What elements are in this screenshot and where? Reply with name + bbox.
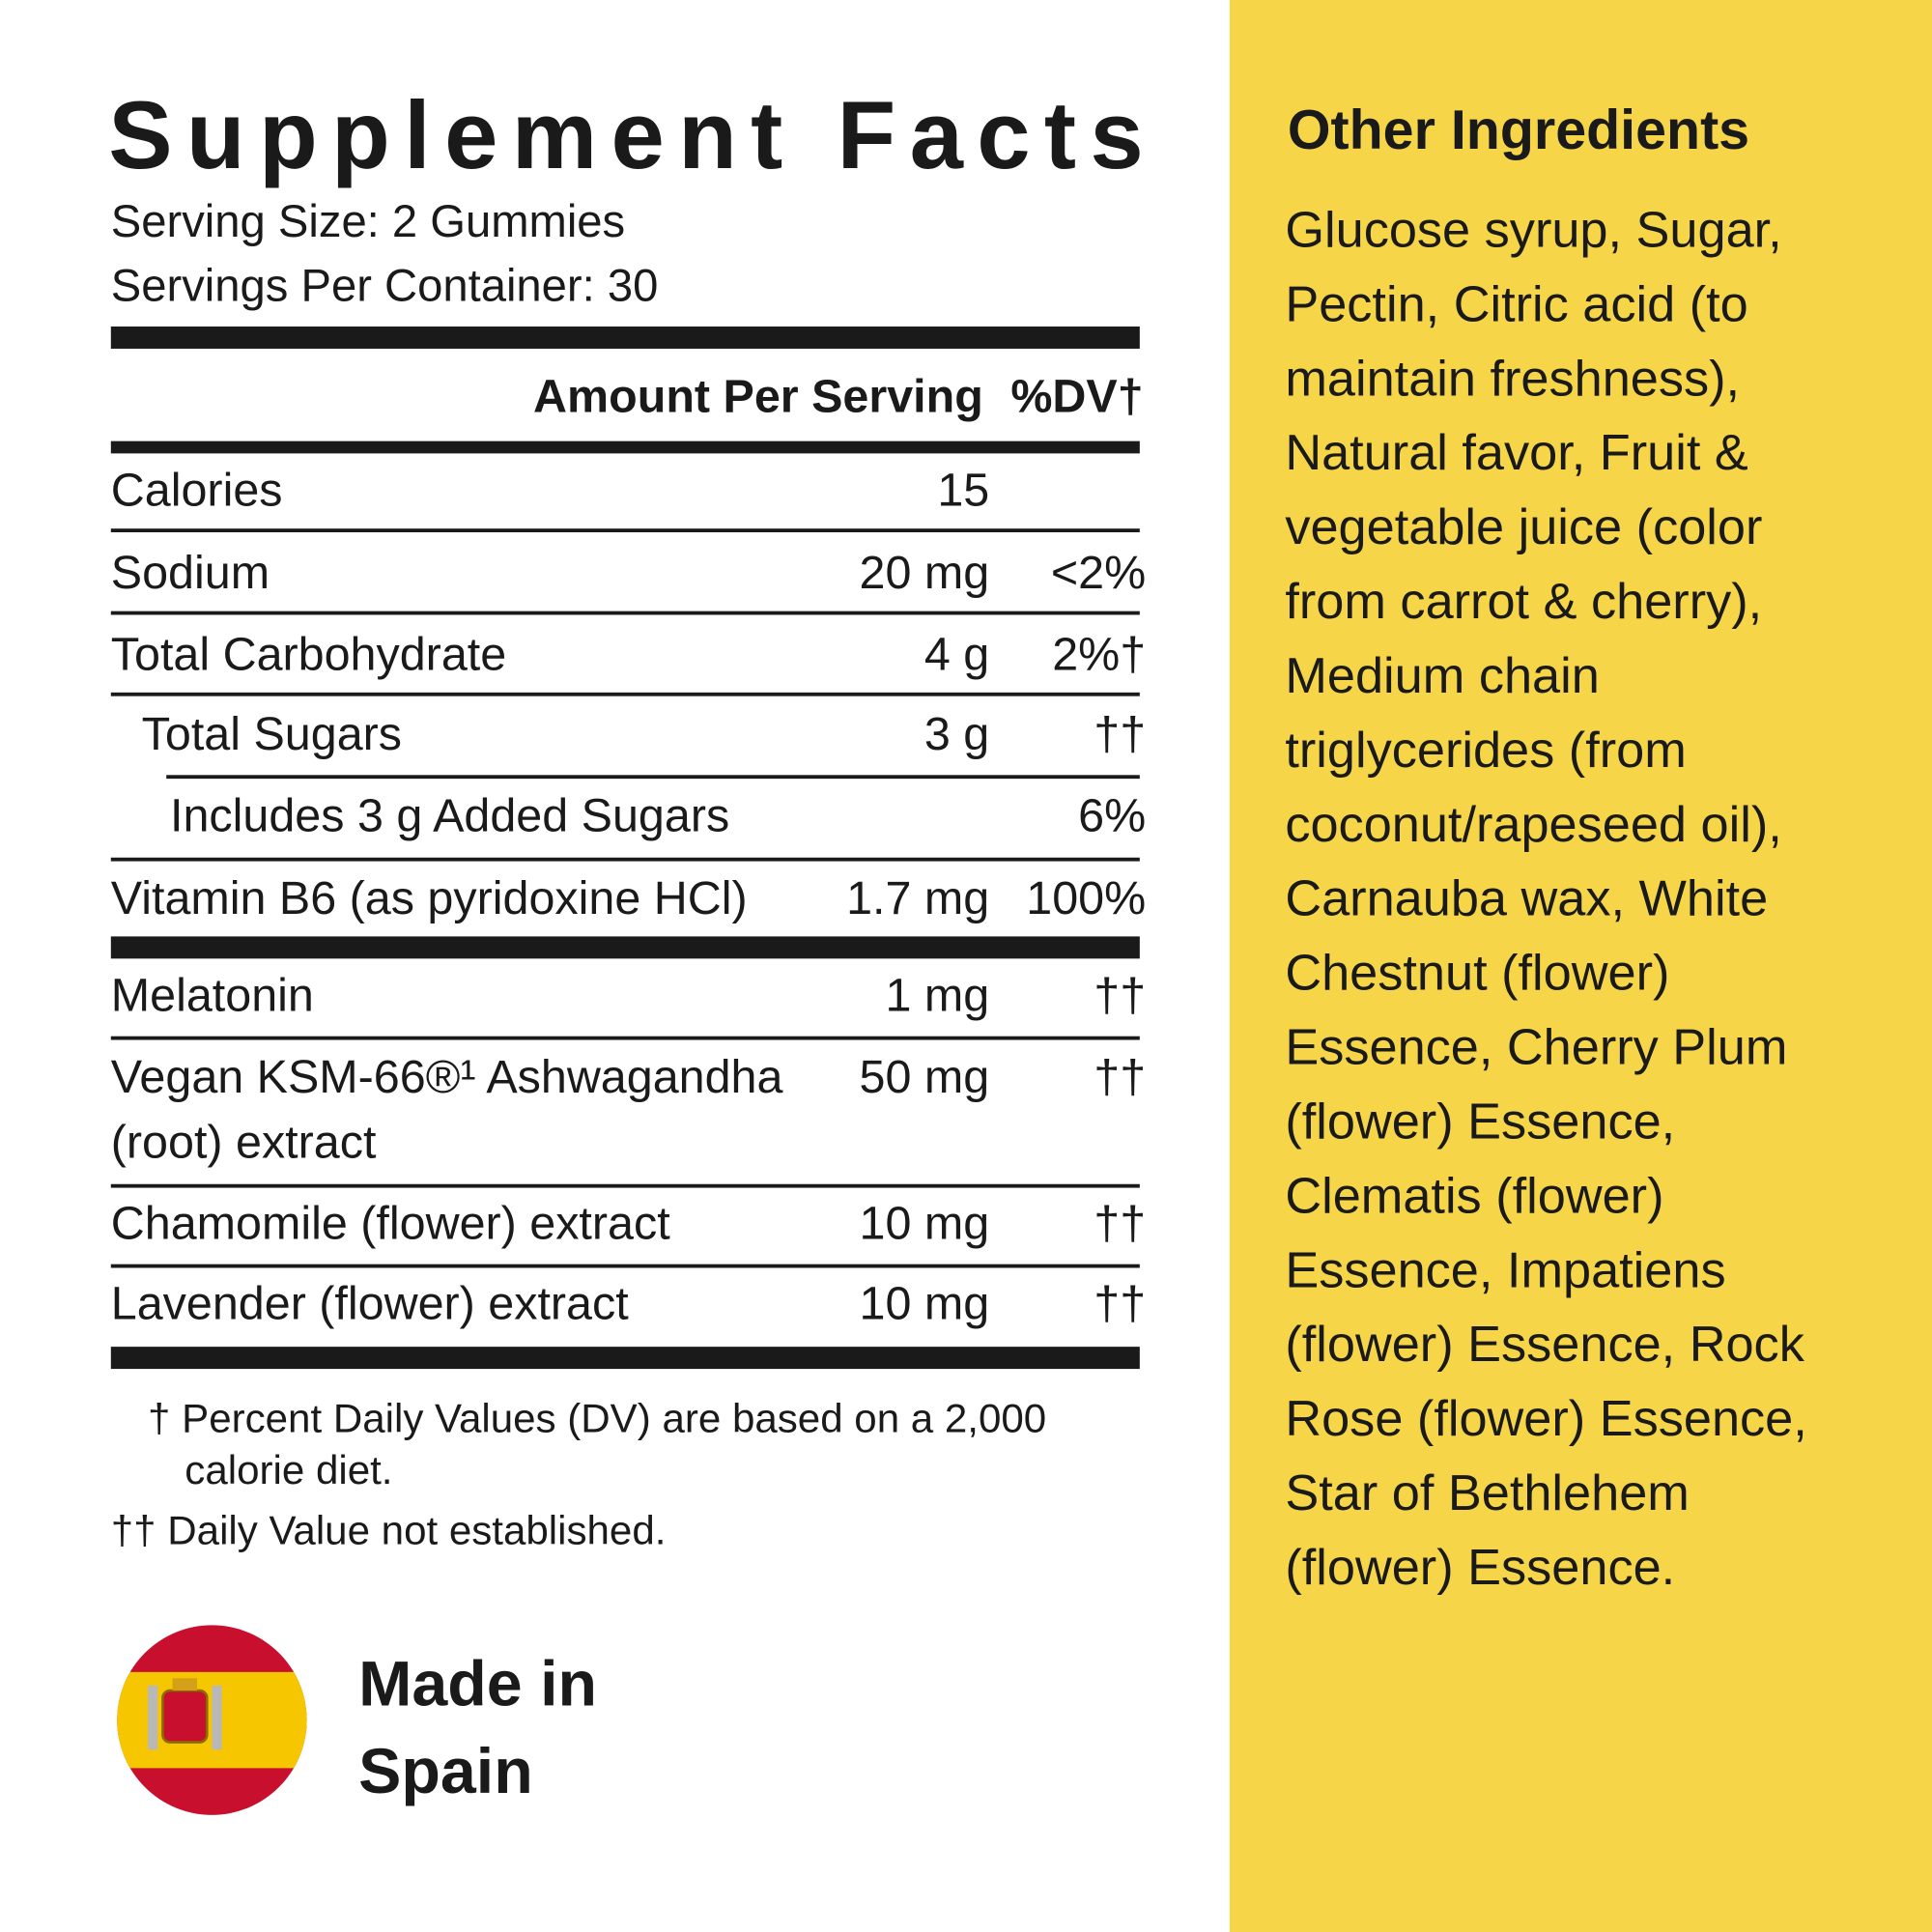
- ingredient-line: Natural favor, Fruit &: [1285, 425, 1748, 481]
- rule: [110, 440, 1140, 454]
- ingredient-line: coconut/rapeseed oil),: [1285, 797, 1781, 853]
- ingredient-line: Chestnut (flower): [1285, 946, 1669, 1002]
- nutrient-name: Total Carbohydrate: [111, 628, 506, 680]
- ingredient-line: Medium chain: [1285, 648, 1599, 704]
- other-ingredients-title: Other Ingredients: [1288, 99, 1749, 161]
- daily-value: ††: [1094, 708, 1146, 760]
- daily-value: ††: [1094, 1198, 1146, 1250]
- nutrient-name: (root) extract: [111, 1116, 377, 1168]
- nutrient-name: Total Sugars: [142, 708, 402, 760]
- row-divider: [110, 1183, 1140, 1188]
- ingredient-line: (flower) Essence.: [1285, 1540, 1675, 1596]
- ingredient-line: (flower) Essence,: [1285, 1094, 1675, 1150]
- nutrient-name: Chamomile (flower) extract: [111, 1198, 670, 1250]
- amount: 10 mg: [860, 1277, 990, 1329]
- row-divider: [110, 611, 1140, 615]
- amount: 4 g: [924, 628, 989, 680]
- serving-size: Serving Size: 2 Gummies: [111, 196, 625, 247]
- amount: 1 mg: [886, 970, 990, 1022]
- ingredient-line: Essence, Impatiens: [1285, 1242, 1725, 1298]
- ingredient-line: vegetable juice (color: [1285, 499, 1762, 555]
- daily-value: ††: [1094, 1277, 1146, 1329]
- ingredient-line: Glucose syrup, Sugar,: [1285, 203, 1781, 259]
- daily-value: 100%: [1026, 872, 1146, 924]
- thick-rule: [110, 1347, 1140, 1370]
- row-divider: [166, 775, 1140, 780]
- row-divider: [110, 1264, 1140, 1268]
- title: Supplement Facts: [108, 82, 1143, 189]
- row-divider: [110, 692, 1140, 696]
- footnote: calorie diet.: [185, 1447, 392, 1492]
- ingredient-line: Clematis (flower): [1285, 1168, 1663, 1224]
- flag: [117, 1625, 307, 1815]
- nutrient-name: Calories: [111, 465, 283, 517]
- dv-header: %DV†: [1010, 371, 1143, 423]
- daily-value: 2%†: [1052, 628, 1146, 680]
- row-divider: [110, 528, 1140, 533]
- ingredient-line: (flower) Essence, Rock: [1285, 1317, 1804, 1373]
- servings-per-container: Servings Per Container: 30: [111, 260, 659, 311]
- amount: 50 mg: [860, 1051, 990, 1103]
- nutrient-name: Includes 3 g Added Sugars: [170, 789, 729, 841]
- row-divider: [110, 1036, 1140, 1040]
- footnote: †† Daily Value not established.: [111, 1508, 667, 1553]
- amount-header: Amount Per Serving: [533, 371, 983, 423]
- ingredient-line: maintain freshness),: [1285, 351, 1740, 407]
- amount: 3 g: [924, 708, 989, 760]
- ingredient-line: Carnauba wax, White: [1285, 871, 1768, 927]
- footnote: † Percent Daily Values (DV) are based on…: [148, 1396, 1046, 1441]
- daily-value: ††: [1094, 970, 1146, 1022]
- thick-rule: [110, 936, 1140, 959]
- nutrient-name: Vegan KSM-66®¹ Ashwagandha: [111, 1051, 783, 1103]
- nutrient-name: Lavender (flower) extract: [111, 1277, 629, 1329]
- daily-value: ††: [1094, 1051, 1146, 1103]
- yellow-panel: [1229, 0, 1932, 1932]
- ingredient-line: triglycerides (from: [1285, 723, 1686, 779]
- nutrient-name: Melatonin: [111, 970, 314, 1022]
- ingredient-line: Rose (flower) Essence,: [1285, 1391, 1806, 1447]
- ingredient-line: Essence, Cherry Plum: [1285, 1020, 1787, 1076]
- nutrient-name: Sodium: [111, 547, 270, 599]
- made-in: Spain: [358, 1736, 533, 1807]
- ingredient-line: from carrot & cherry),: [1285, 574, 1762, 630]
- ingredient-line: Star of Bethlehem: [1285, 1465, 1689, 1521]
- amount: 20 mg: [860, 547, 990, 599]
- ingredient-line: Pectin, Citric acid (to: [1285, 276, 1747, 332]
- amount: 15: [937, 465, 989, 517]
- made-in: Made in: [358, 1649, 597, 1720]
- row-divider: [110, 857, 1140, 862]
- amount: 1.7 mg: [846, 872, 989, 924]
- thick-rule: [110, 327, 1140, 349]
- daily-value: <2%: [1051, 547, 1146, 599]
- nutrient-name: Vitamin B6 (as pyridoxine HCl): [111, 872, 748, 924]
- amount: 10 mg: [860, 1198, 990, 1250]
- daily-value: 6%: [1078, 789, 1146, 841]
